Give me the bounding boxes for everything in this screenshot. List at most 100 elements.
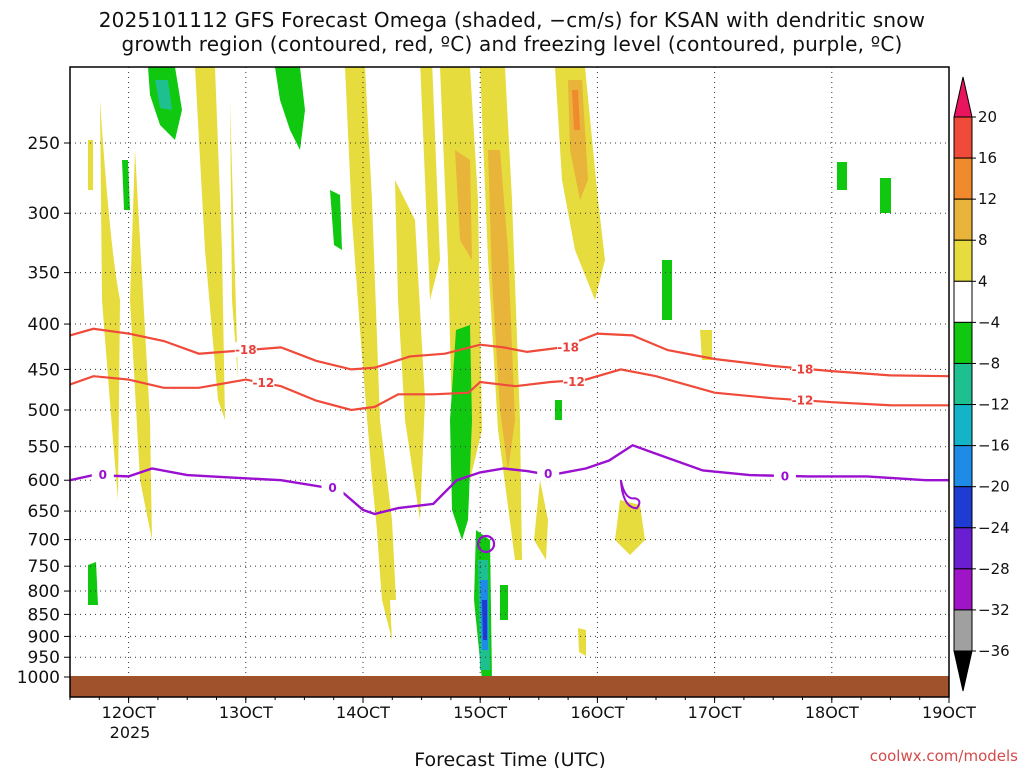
- colorbar-swatch: [953, 280, 973, 323]
- contour-label: -18: [235, 343, 257, 357]
- y-tick-label: 950: [28, 648, 60, 668]
- omega-plume: [578, 628, 586, 656]
- x-tick-label: 16OCT: [570, 703, 624, 722]
- colorbar-label: −4: [978, 313, 1000, 331]
- contour-label: 0: [328, 481, 336, 495]
- omega-plume: [230, 100, 238, 380]
- omega-plume: [534, 480, 548, 560]
- omega-descent: [880, 178, 891, 213]
- contour-labels: -18 -18 -18 -12 -12 -12 0 0 0 0: [91, 339, 814, 495]
- credit-text: coolwx.com/models: [870, 747, 1018, 765]
- y-tick-label: 900: [28, 627, 60, 647]
- colorbar-arrow-top: [953, 76, 973, 118]
- y-tick-label: 400: [28, 315, 60, 335]
- y-tick-label: 600: [28, 471, 60, 491]
- omega-plume: [395, 180, 425, 520]
- colorbar-label: −36: [978, 642, 1010, 660]
- x-tick-label: 15OCT: [453, 703, 507, 722]
- colorbar-label: 20: [978, 108, 997, 126]
- omega-descent: [555, 400, 562, 420]
- omega-plume: [195, 67, 225, 420]
- contour-label: -12: [563, 375, 585, 389]
- y-tick-label: 500: [28, 401, 60, 421]
- contour-label-bg: [562, 374, 585, 390]
- omega-descent: [662, 260, 672, 320]
- omega-descent: [500, 585, 508, 620]
- omega-plume: [130, 150, 152, 540]
- colorbar-label: 4: [978, 272, 988, 290]
- x-axis-year: 2025: [110, 723, 151, 742]
- x-tick-label: 13OCT: [219, 703, 273, 722]
- contour-label: -18: [557, 340, 579, 354]
- x-tick-label: 12OCT: [102, 703, 156, 722]
- y-tick-label: 650: [28, 502, 60, 522]
- contour-label: -12: [253, 376, 275, 390]
- omega-descent: [330, 190, 342, 250]
- omega-descent: [482, 600, 487, 640]
- colorbar-label: −20: [978, 478, 1010, 496]
- contour-freezing-loop: [619, 480, 641, 510]
- contour-freezing-loop: [476, 534, 496, 554]
- omega-plume: [440, 67, 482, 480]
- contour-dgz-upper: [70, 327, 949, 378]
- colorbar-label: −8: [978, 354, 1000, 372]
- chart-title-line-2: growth region (contoured, red, ºC) and f…: [121, 32, 903, 56]
- y-tick-label: 550: [28, 438, 60, 458]
- colorbar-arrow-bottom: [953, 650, 973, 692]
- omega-plume: [420, 67, 440, 300]
- contour-label: 0: [99, 468, 107, 482]
- x-tick-label: 19OCT: [922, 703, 976, 722]
- colorbar-swatch: [953, 198, 973, 241]
- contour-dgz-lower: [70, 368, 949, 412]
- omega-plume: [88, 140, 93, 190]
- colorbar-label: 8: [978, 231, 988, 249]
- y-tick-label: 350: [28, 264, 60, 284]
- contour-label-bg: [791, 392, 814, 408]
- contour-label-bg: [537, 465, 560, 481]
- contour-label-bg: [91, 467, 114, 483]
- x-tick-label: 17OCT: [688, 703, 742, 722]
- colorbar-swatch: [953, 404, 973, 447]
- contour-label: 0: [781, 469, 789, 483]
- x-tick-label: 14OCT: [336, 703, 390, 722]
- omega-descent: [450, 325, 472, 540]
- colorbar-label: −12: [978, 396, 1010, 414]
- contour-label-bg: [252, 374, 275, 390]
- colorbar-swatch: [953, 321, 973, 364]
- colorbar-swatch: [953, 116, 973, 159]
- contour-label: -12: [792, 394, 814, 408]
- colorbar-label: 16: [978, 149, 997, 167]
- omega-plume: [700, 330, 712, 360]
- colorbar-label: −16: [978, 437, 1010, 455]
- contour-label-bg: [234, 342, 257, 358]
- omega-core: [572, 90, 580, 130]
- contour-freezing: [70, 443, 949, 516]
- colorbar-swatch: [953, 486, 973, 529]
- colorbar-swatch: [953, 157, 973, 200]
- colorbar-label: −32: [978, 601, 1010, 619]
- ground-band: [70, 676, 949, 697]
- y-tick-label: 750: [28, 557, 60, 577]
- y-tick-label: 1000: [17, 668, 60, 688]
- omega-plume: [372, 420, 392, 640]
- x-axis-label: Forecast Time (UTC): [414, 749, 605, 768]
- y-tick-label: 700: [28, 531, 60, 551]
- y-tick-label: 250: [28, 134, 60, 154]
- contour-label: 0: [544, 467, 552, 481]
- contour-label-bg: [791, 361, 814, 377]
- x-tick-label: 18OCT: [805, 703, 859, 722]
- omega-plume: [100, 100, 120, 500]
- omega-core: [455, 150, 472, 260]
- omega-shading: [88, 67, 891, 680]
- contour-lines: [70, 327, 949, 554]
- omega-plume: [345, 67, 396, 600]
- omega-descent: [122, 160, 130, 210]
- omega-core: [488, 150, 515, 470]
- omega-plume: [615, 500, 645, 555]
- contour-label-bg: [557, 339, 580, 355]
- colorbar-swatch: [953, 609, 973, 652]
- contour-label-bg: [773, 468, 796, 484]
- chart-title-line-1: 2025101112 GFS Forecast Omega (shaded, −…: [98, 8, 926, 32]
- colorbar-label: −28: [978, 560, 1010, 578]
